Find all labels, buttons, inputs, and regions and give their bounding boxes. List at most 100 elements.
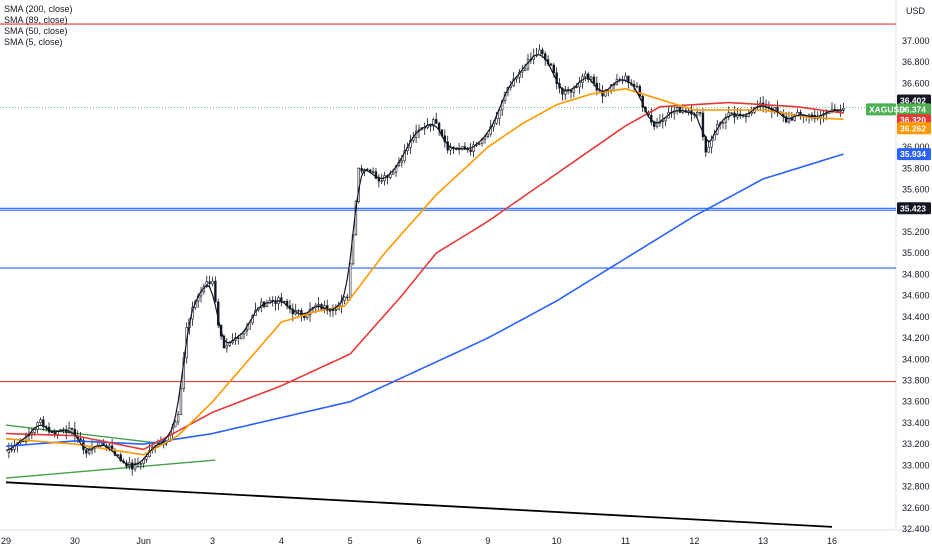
y-tick-label: 35.800 [902, 163, 930, 173]
candle-body [721, 121, 725, 124]
candle-body [39, 419, 42, 424]
candle-body [10, 449, 13, 451]
candle-body [495, 118, 498, 124]
y-tick-label: 33.600 [902, 397, 930, 407]
candle-body [389, 173, 392, 178]
candle-body [549, 63, 553, 66]
y-tick-label: 36.600 [902, 78, 930, 88]
y-tick-label: 36.800 [902, 57, 930, 67]
trendline [5, 459, 216, 479]
candle-body [343, 296, 346, 301]
legend-sma200[interactable]: SMA (200, close) [4, 4, 73, 14]
x-tick-label: Jun [136, 536, 151, 546]
legend-sma89[interactable]: SMA (89, close) [4, 15, 68, 25]
candle-body [374, 171, 378, 179]
candle-body [70, 427, 74, 430]
y-tick-label: 34.000 [902, 354, 930, 364]
candle-body [696, 112, 699, 116]
legend-sma50[interactable]: SMA (50, close) [4, 26, 68, 36]
candle-body [291, 308, 295, 315]
y-tick-label: 32.800 [902, 482, 930, 492]
y-tick-label: 35.000 [902, 248, 930, 258]
legend-sma5[interactable]: SMA (5, close) [4, 37, 63, 47]
price-tag-box [897, 148, 931, 161]
candle-body [541, 49, 544, 55]
candle-body [592, 76, 596, 84]
candle-body [87, 449, 91, 454]
candle-body [661, 120, 664, 123]
candle-body [360, 168, 363, 172]
candle-body [744, 115, 748, 118]
x-tick-label: 16 [827, 536, 837, 546]
candle-body [377, 178, 381, 182]
candle-body [366, 168, 369, 171]
candle-body [328, 310, 332, 312]
currency-label: USD [906, 6, 926, 16]
candle-body [578, 82, 581, 88]
candle-body [225, 344, 229, 349]
y-tick-label: 35.600 [902, 185, 930, 195]
candles [7, 44, 845, 476]
candle-body [280, 297, 283, 302]
y-tick-label: 33.200 [902, 439, 930, 449]
candle-body [42, 419, 45, 427]
x-tick-label: 11 [621, 536, 630, 546]
candle-body [85, 449, 88, 454]
candle-body [130, 462, 134, 470]
x-tick-label: 9 [485, 536, 490, 546]
candle-body [371, 171, 375, 173]
y-tick-label: 33.000 [902, 460, 930, 470]
candle-body [523, 68, 527, 71]
candle-body [108, 445, 111, 448]
candle-body [59, 429, 62, 431]
candle-body [403, 150, 406, 162]
candle-body [346, 296, 349, 299]
candle-body [624, 75, 627, 81]
x-tick-label: 12 [689, 536, 699, 546]
candle-body [687, 110, 690, 113]
candle-body [587, 73, 590, 80]
candle-body [331, 309, 335, 312]
x-tick-label: 5 [348, 536, 353, 546]
candle-body [750, 111, 753, 114]
candle-body [334, 309, 338, 311]
candle-body [348, 263, 352, 299]
candle-body [784, 116, 788, 123]
candle-body [179, 388, 183, 416]
candle-body [790, 118, 794, 121]
x-tick-label: 13 [758, 536, 768, 546]
candle-body [245, 328, 249, 332]
candle-body [589, 76, 593, 80]
candle-body [429, 125, 432, 127]
price-tag-label: 36.374 [900, 104, 926, 114]
y-tick-label: 37.000 [902, 36, 930, 46]
candle-body [552, 64, 555, 74]
price-tag-box [897, 122, 931, 135]
x-tick-label: 4 [279, 536, 284, 546]
candle-body [635, 85, 639, 88]
candle-body [627, 75, 630, 84]
x-tick-label: 6 [416, 536, 421, 546]
symbol-tag-label: XAGUSD [869, 104, 905, 114]
candle-body [698, 112, 702, 114]
candle-body [214, 280, 217, 303]
x-tick-label: 30 [70, 536, 80, 546]
y-tick-label: 32.600 [902, 503, 930, 513]
candle-body [710, 139, 713, 148]
x-tick-label: 3 [210, 536, 215, 546]
price-tag-label: 35.934 [900, 149, 926, 159]
price-tag-label: 36.402 [900, 95, 926, 105]
candle-body [701, 112, 705, 138]
candle-body [432, 119, 435, 127]
y-tick-label: 36.000 [902, 142, 930, 152]
candle-body [326, 305, 329, 311]
candle-body [50, 431, 54, 434]
candle-body [638, 85, 642, 97]
candle-body [569, 90, 573, 93]
candle-body [300, 310, 303, 316]
trendline [5, 481, 833, 528]
sma89-line [5, 101, 844, 451]
candle-body [799, 112, 802, 115]
candle-body [664, 117, 667, 122]
